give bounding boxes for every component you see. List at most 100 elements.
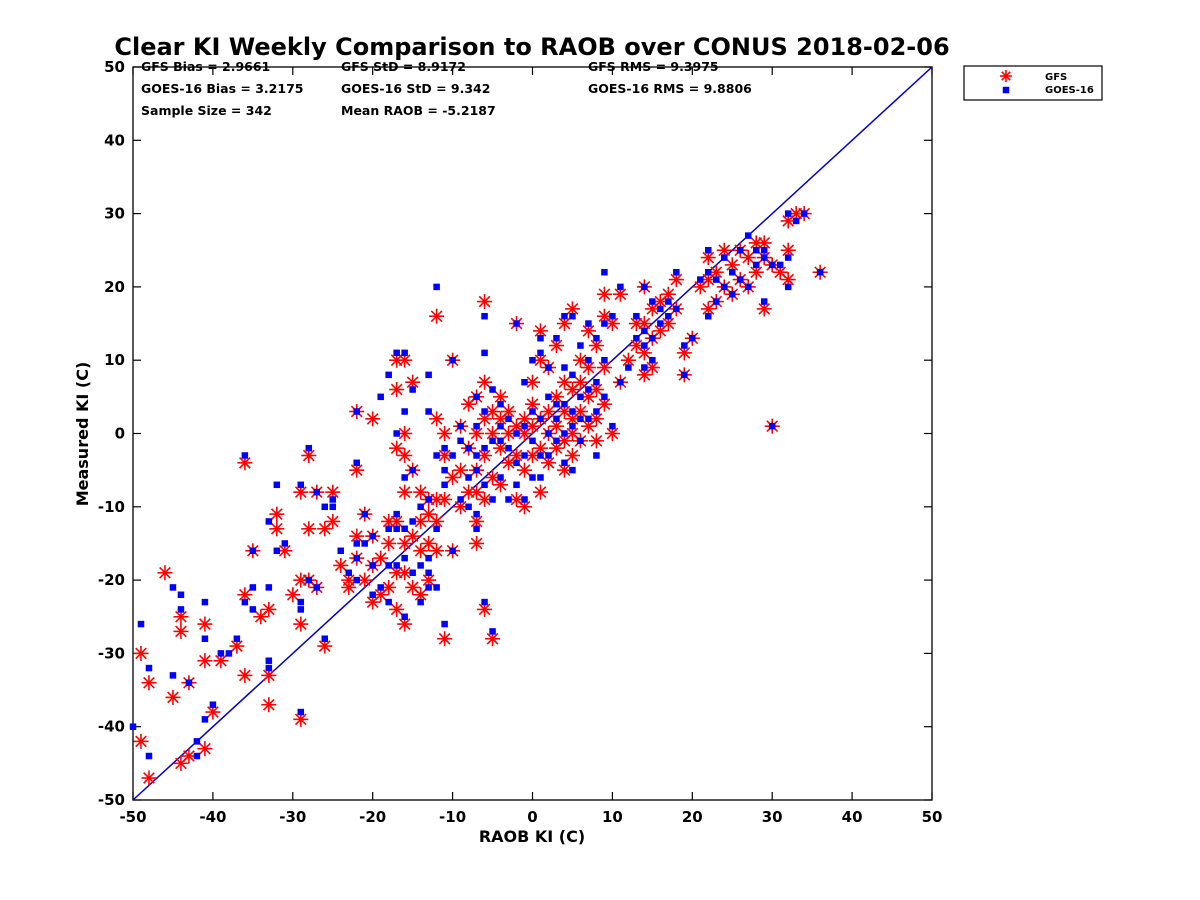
- y-tick-label: -30: [98, 644, 125, 662]
- goes16-point: [585, 320, 592, 327]
- goes16-point: [553, 334, 560, 342]
- goes16-point: [169, 584, 177, 591]
- goes16-point: [281, 540, 289, 547]
- goes16-point: [273, 481, 281, 489]
- gfs-point: [477, 294, 493, 310]
- goes16-point: [537, 349, 544, 357]
- gfs-point: [588, 433, 604, 449]
- goes16-point: [353, 576, 360, 584]
- goes16-point: [736, 276, 744, 283]
- goes16-point: [457, 422, 464, 430]
- x-tick-label: -20: [359, 808, 386, 826]
- gfs-point: [365, 411, 381, 427]
- goes16-point: [641, 283, 648, 291]
- goes16-point: [337, 547, 344, 555]
- y-tick-label: 0: [115, 425, 125, 443]
- gfs-point: [700, 250, 716, 266]
- x-tick-label: 20: [682, 808, 703, 826]
- gfs-point: [325, 513, 341, 529]
- goes16-point: [353, 408, 360, 415]
- legend-gfs-asterisk: [1000, 70, 1012, 82]
- goes16-point: [593, 378, 600, 386]
- goes16-point: [425, 408, 432, 415]
- x-tick-label: 30: [762, 808, 783, 826]
- goes16-point: [401, 349, 408, 357]
- legend-gfs-marker: [1000, 70, 1012, 82]
- goes16-point: [569, 408, 576, 415]
- goes16-point: [193, 738, 201, 745]
- goes16-point: [521, 452, 528, 459]
- stat-goes-bias: GOES-16 Bias = 3.2175: [141, 81, 303, 96]
- gfs-point: [261, 697, 277, 713]
- goes16-point: [641, 327, 648, 335]
- y-tick-label: 20: [104, 278, 125, 296]
- gfs-point: [429, 411, 445, 427]
- goes16-point: [649, 298, 656, 305]
- goes16-point: [689, 334, 696, 342]
- goes16-point: [305, 576, 313, 584]
- data-points: [129, 206, 828, 786]
- goes16-point: [593, 334, 600, 342]
- goes16-point: [433, 584, 440, 591]
- gfs-point: [269, 521, 285, 537]
- stats-block: GFS Bias = 2.9661 GFS StD = 8.9172 GFS R…: [141, 59, 752, 118]
- goes16-point: [537, 334, 544, 342]
- gfs-point: [261, 601, 277, 617]
- goes16-point: [145, 664, 153, 672]
- goes16-point: [561, 430, 568, 437]
- gfs-point: [588, 411, 604, 427]
- stat-gfs-rms: GFS RMS = 9.3975: [588, 59, 719, 74]
- gfs-point: [333, 557, 349, 573]
- gfs-point: [548, 338, 564, 354]
- goes16-point: [425, 371, 432, 379]
- gfs-point: [389, 382, 405, 398]
- goes16-point: [601, 356, 608, 364]
- goes16-point: [752, 261, 760, 269]
- x-tick-label: -10: [439, 808, 466, 826]
- goes16-point: [665, 312, 672, 320]
- y-axis-label: Measured KI (C): [73, 362, 92, 507]
- goes16-point: [417, 503, 424, 511]
- goes16-point: [729, 290, 736, 298]
- gfs-point: [532, 484, 548, 500]
- goes16-point: [441, 466, 448, 474]
- goes16-point: [633, 334, 640, 342]
- gfs-point: [301, 521, 317, 537]
- y-tick-label: -50: [98, 791, 125, 809]
- goes16-point: [409, 518, 416, 525]
- goes16-point: [169, 672, 177, 679]
- goes16-point: [657, 305, 664, 313]
- goes16-point: [657, 320, 664, 327]
- gfs-point: [197, 741, 213, 757]
- goes16-point: [345, 569, 352, 577]
- gfs-point: [525, 374, 540, 390]
- goes16-point: [744, 283, 752, 291]
- stat-goes-rms: GOES-16 RMS = 9.8806: [588, 81, 752, 96]
- goes16-point: [585, 386, 592, 393]
- goes16-point: [449, 452, 456, 459]
- goes16-point: [201, 598, 209, 606]
- goes16-point: [529, 437, 536, 445]
- goes16-point: [553, 415, 560, 423]
- goes16-point: [481, 408, 488, 415]
- goes16-point: [409, 569, 416, 577]
- goes16-point: [673, 268, 680, 276]
- gfs-point: [724, 257, 740, 273]
- goes16-point: [393, 562, 400, 569]
- goes16-point: [473, 393, 480, 401]
- goes16-point: [353, 459, 360, 467]
- goes16-point: [721, 254, 728, 261]
- y-tick-label: -20: [98, 571, 125, 589]
- goes16-point: [665, 298, 672, 305]
- goes16-point: [369, 532, 376, 540]
- goes16-point: [585, 356, 592, 364]
- goes16-point: [201, 716, 209, 723]
- goes16-point: [593, 408, 600, 415]
- legend-goes-marker: [1002, 86, 1010, 94]
- goes16-point: [457, 496, 464, 503]
- gfs-point: [373, 550, 389, 566]
- goes16-point: [641, 342, 648, 349]
- goes16-point: [265, 518, 273, 525]
- goes16-point: [784, 283, 792, 291]
